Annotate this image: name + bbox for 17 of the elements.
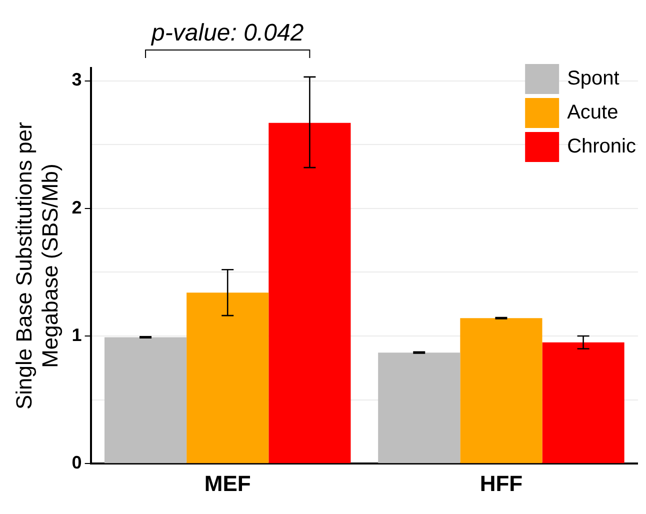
bar [268,122,351,464]
legend-label: Chronic [567,136,636,158]
x-tick-label: HFF [480,470,523,496]
y-axis-title: Single Base Substitutions per Megabase (SBS/Mb) [11,122,63,410]
legend-label: Spont [567,68,620,90]
text: p-value: 0.042 [150,20,304,47]
legend-label: Acute [567,102,618,124]
bar [104,337,187,464]
y-tick-label: 0 [72,452,82,473]
y-tick-label: 1 [72,324,82,345]
bar [460,318,542,464]
bar [186,292,269,464]
y-tick-label: 3 [72,70,82,90]
bar [378,352,460,464]
x-tick-label: MEF [204,470,251,496]
y-tick-label: 2 [72,197,82,218]
bar [542,342,624,464]
